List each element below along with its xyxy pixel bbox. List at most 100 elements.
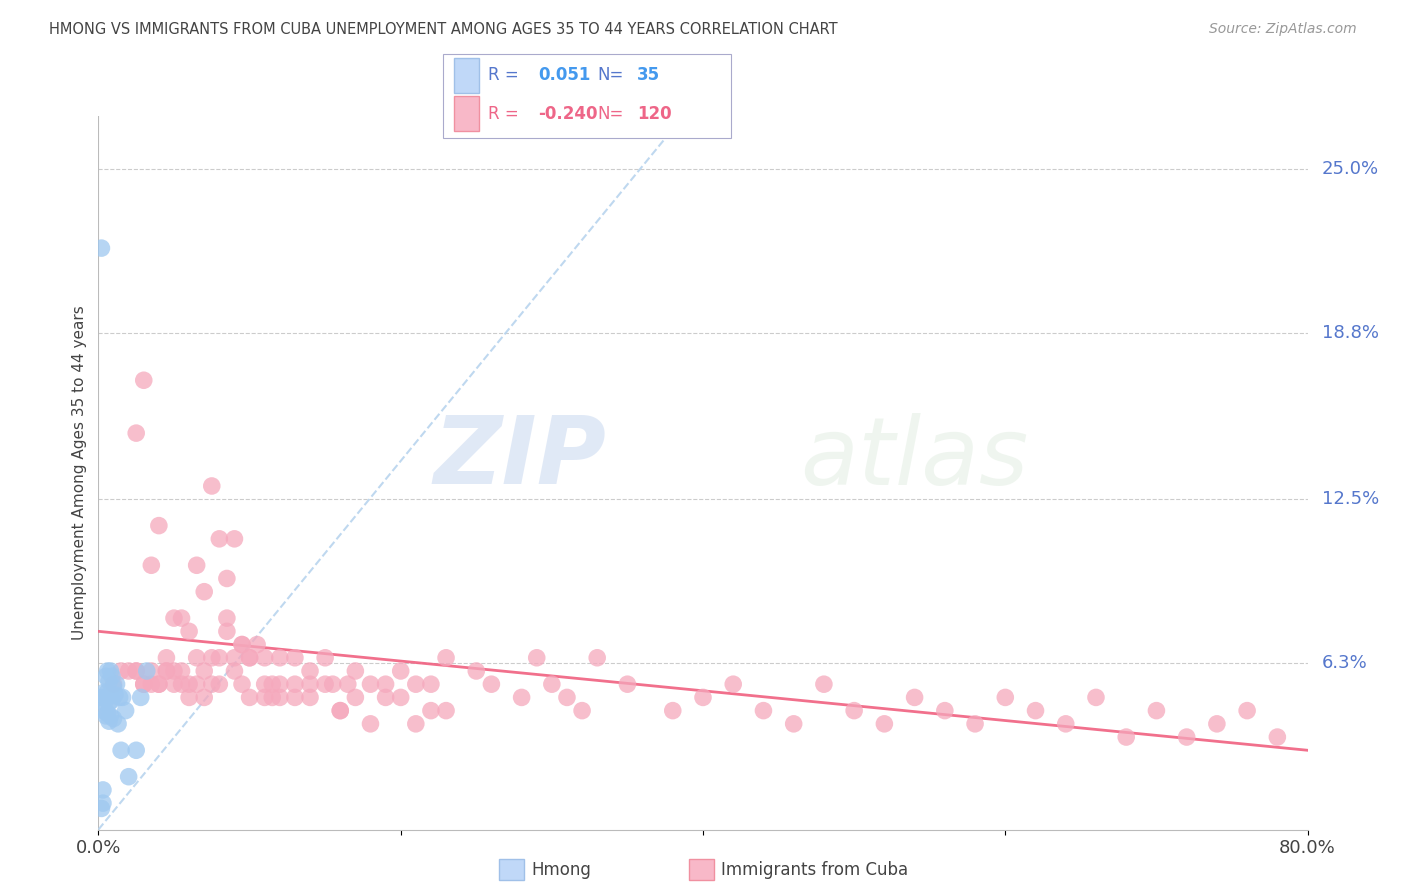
Point [103,680,125,694]
Point [299,677,322,691]
Point [94,690,117,705]
Point [262,690,284,705]
Point [186,650,208,665]
Text: 0.051: 0.051 [538,67,591,85]
Point [389,664,412,678]
Point [177,677,201,691]
Point [155,664,177,678]
Point [481,677,503,691]
Text: R =: R = [488,67,519,85]
Point [239,690,262,705]
Point [132,677,155,691]
Point [224,664,246,678]
Point [215,624,238,639]
Point [360,716,382,731]
Point [148,677,170,691]
Point [111,690,134,705]
Point [844,704,866,718]
Point [125,664,148,678]
Point [231,677,253,691]
Text: Source: ZipAtlas.com: Source: ZipAtlas.com [1209,22,1357,37]
Point [105,677,128,691]
Point [100,664,122,678]
Point [193,664,215,678]
Point [322,677,344,691]
Point [994,690,1017,705]
Point [465,664,488,678]
Point [284,677,307,691]
Point [101,669,124,683]
Point [965,716,987,731]
Point [389,690,412,705]
Point [148,677,170,691]
Point [93,685,115,699]
Point [284,650,307,665]
Point [141,558,163,573]
Text: HMONG VS IMMIGRANTS FROM CUBA UNEMPLOYMENT AMONG AGES 35 TO 44 YEARS CORRELATION: HMONG VS IMMIGRANTS FROM CUBA UNEMPLOYME… [49,22,838,37]
Text: Hmong: Hmong [531,861,592,879]
Point [344,690,367,705]
Point [262,677,284,691]
Point [299,664,322,678]
Point [1144,704,1167,718]
Point [269,690,291,705]
Point [661,704,683,718]
Point [616,677,638,691]
Point [98,696,121,710]
Point [555,690,578,705]
Point [103,677,125,691]
Point [1236,704,1258,718]
Point [125,743,148,757]
Point [208,677,231,691]
Point [163,664,186,678]
Point [94,669,117,683]
Text: 120: 120 [637,104,672,122]
Point [108,690,131,705]
Point [1085,690,1108,705]
Point [91,704,114,718]
Point [336,677,359,691]
Point [107,716,129,731]
Point [208,532,231,546]
Point [721,677,744,691]
Point [692,690,714,705]
Point [125,426,148,441]
Point [405,677,427,691]
Point [246,638,269,652]
Point [114,704,136,718]
Point [148,518,170,533]
Point [125,664,148,678]
Point [186,677,208,691]
Point [96,664,118,678]
Text: 25.0%: 25.0% [1322,160,1379,178]
Point [215,572,238,586]
Point [208,650,231,665]
Text: R =: R = [488,104,519,122]
Point [193,584,215,599]
Point [163,611,186,625]
Point [1265,730,1288,744]
Text: Immigrants from Cuba: Immigrants from Cuba [721,861,908,879]
Point [1115,730,1137,744]
Point [186,558,208,573]
Point [269,650,291,665]
Point [90,241,112,255]
Point [224,532,246,546]
Point [253,677,276,691]
Text: 18.8%: 18.8% [1322,324,1379,342]
Point [782,716,804,731]
Point [201,479,224,493]
Text: ZIP: ZIP [433,412,606,505]
Point [215,611,238,625]
Point [904,690,927,705]
Point [231,638,253,652]
Point [224,650,246,665]
Text: atlas: atlas [800,413,1028,504]
Point [98,714,121,729]
Point [1175,730,1198,744]
Point [269,677,291,691]
Point [110,743,132,757]
Point [170,611,193,625]
Point [155,650,177,665]
Point [201,650,224,665]
